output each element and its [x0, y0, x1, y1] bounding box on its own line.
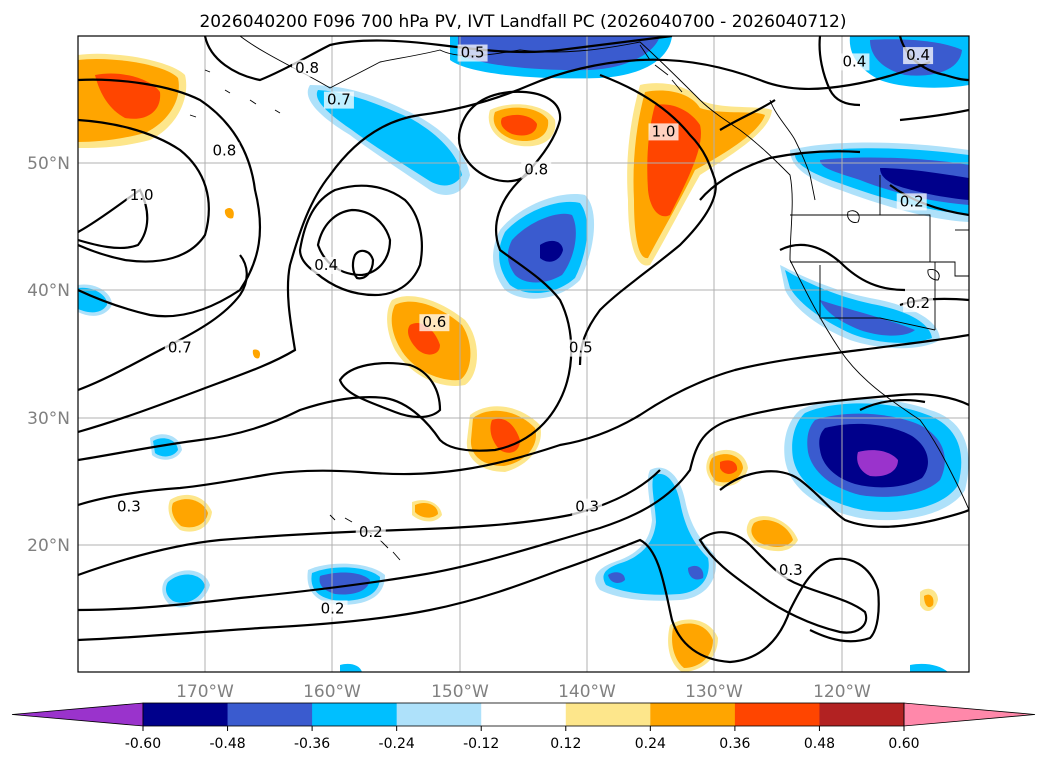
contour-label: 0.7 — [168, 339, 192, 357]
contour-labels: 0.8 0.7 0.5 0.4 0.4 1.0 0.8 0.8 1.0 0.2 0.4 0.6 0.2 0… — [113, 44, 934, 618]
contour-label-background — [521, 161, 552, 179]
colorbar-tick-label: 0.60 — [888, 736, 919, 752]
colorbar-tick-label: 0.48 — [804, 736, 835, 752]
colorbar-tick-label: 0.24 — [635, 736, 666, 752]
anomaly-positive-small — [415, 503, 438, 518]
contour-label-background — [572, 498, 603, 516]
contour-label: 0.4 — [843, 52, 867, 70]
contour-label-background — [903, 47, 934, 65]
contour-label: 1.0 — [652, 122, 676, 140]
contour-label-background — [903, 295, 934, 313]
anomaly-positive-small — [252, 349, 261, 359]
colorbar-tick-label: -0.12 — [463, 736, 499, 752]
colorbar-frame — [142, 702, 905, 727]
contour-label: 0.4 — [314, 256, 338, 274]
contour-label-background — [292, 59, 323, 77]
contour-label-background — [164, 339, 195, 357]
colorbar-tick-label: 0.12 — [550, 736, 581, 752]
y-tick-label: 20°N — [27, 536, 70, 556]
contour-label-background — [839, 53, 870, 71]
colorbar-swatch — [227, 703, 313, 726]
chart-title: 2026040200 F096 700 hPa PV, IVT Landfall… — [199, 12, 846, 32]
anomaly-positive-north — [488, 104, 556, 147]
contour-label: 0.2 — [359, 523, 383, 541]
contour-label-background — [648, 123, 679, 141]
contour-label-background — [457, 44, 488, 62]
contour-label: 0.4 — [906, 46, 930, 64]
colorbar-swatch — [819, 703, 905, 726]
contour-label: 0.2 — [906, 294, 930, 312]
contour-label-background — [323, 91, 354, 109]
contour-label: 0.2 — [321, 599, 345, 617]
y-tick-label: 50°N — [27, 154, 70, 174]
map-area — [78, 36, 969, 672]
colorbar-swatch — [565, 703, 651, 726]
x-tick-label: 150°W — [431, 682, 489, 702]
contour-label: 0.8 — [295, 59, 319, 77]
x-tick-label: 140°W — [558, 682, 616, 702]
colorbar: -0.60 -0.48 -0.36 -0.24 -0.12 0.12 0.24 0.36 0.4… — [11, 702, 1036, 752]
x-tick-label: 120°W — [813, 682, 871, 702]
y-tick-label: 30°N — [27, 409, 70, 429]
x-tick-label: 170°W — [176, 682, 234, 702]
contour-label-background — [317, 600, 348, 618]
anomaly-positive-small — [672, 623, 713, 668]
colorbar-swatch — [650, 703, 736, 726]
anomaly-positive-small — [224, 207, 234, 219]
colorbar-swatch — [143, 703, 229, 726]
map-frame — [77, 35, 970, 673]
contour-label: 0.3 — [779, 561, 803, 579]
colorbar-extend-min — [11, 702, 144, 727]
anomaly-positive-se — [706, 449, 748, 487]
anomaly-positive-small — [171, 499, 208, 528]
contour-label: 0.8 — [524, 161, 548, 179]
colorbar-tick-label: -0.48 — [209, 736, 245, 752]
colorbar-tick-label: -0.36 — [294, 736, 330, 752]
contour-label: 0.3 — [575, 498, 599, 516]
contour-label: 0.5 — [461, 44, 485, 62]
y-tick-label: 40°N — [27, 281, 70, 301]
x-axis: 170°W 160°W 150°W 140°W 130°W 120°W — [176, 682, 871, 702]
contour-label-background — [775, 562, 806, 580]
colorbar-tick-label: -0.24 — [379, 736, 415, 752]
contour-label-background — [209, 142, 240, 160]
anomaly-negative-south-column — [595, 467, 716, 601]
y-axis: 50°N 40°N 30°N 20°N — [27, 154, 70, 556]
contour-label: 0.2 — [900, 192, 924, 210]
contour-label-background — [419, 314, 450, 332]
contour-label: 1.0 — [130, 186, 154, 204]
anomaly-positive-se2 — [746, 516, 798, 552]
pv-contours — [78, 36, 969, 664]
colorbar-extend-max — [903, 702, 1036, 727]
contour-label-background — [113, 498, 144, 516]
contour-label-background — [126, 187, 157, 204]
contour-label: 0.3 — [117, 498, 141, 516]
contour-label: 0.5 — [569, 339, 593, 357]
anomaly-negative-offshore — [493, 194, 595, 299]
colorbar-tick-label: 0.36 — [719, 736, 750, 752]
anomaly-negative-goa — [307, 85, 470, 195]
contour-label: 0.7 — [327, 91, 351, 109]
colorbar-swatch — [481, 703, 567, 726]
contour-label-background — [565, 339, 596, 357]
contour-label-background — [896, 193, 927, 211]
colorbar-swatch — [734, 703, 820, 726]
colorbar-swatch — [312, 703, 398, 726]
anomaly-negative-small — [340, 663, 362, 672]
contour-label-background — [355, 524, 386, 542]
anomaly-negative-major — [784, 398, 969, 521]
anomaly-negative-small — [153, 438, 178, 457]
colorbar-tick-label: -0.60 — [125, 736, 161, 752]
anomaly-negative-small — [910, 663, 948, 672]
contour-label: 0.6 — [422, 313, 446, 331]
coastlines — [189, 36, 969, 561]
contour-label: 0.8 — [212, 141, 236, 159]
x-tick-label: 160°W — [303, 682, 361, 702]
contour-label-background — [311, 256, 342, 274]
x-tick-label: 130°W — [685, 682, 743, 702]
colorbar-swatch — [396, 703, 482, 726]
anomaly-positive-small — [924, 594, 934, 608]
anomaly-negative-small — [165, 574, 205, 603]
